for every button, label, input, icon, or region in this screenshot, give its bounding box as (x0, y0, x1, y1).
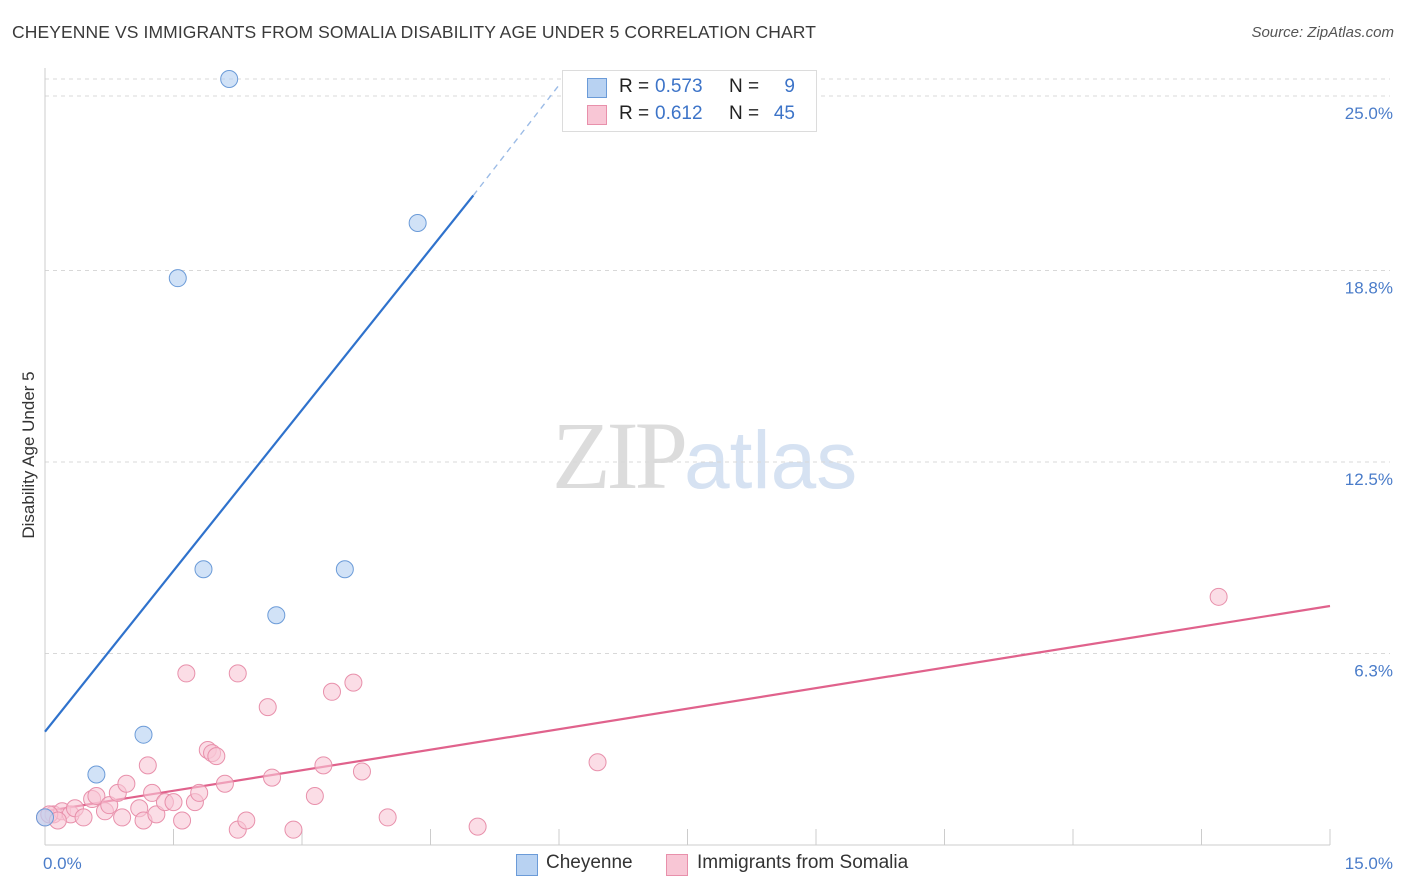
somalia-point (164, 793, 183, 812)
somalia-point (378, 808, 397, 827)
stats-legend: R = 0.573 N = 9 R = 0.612 N = 45 (562, 70, 817, 132)
cheyenne-point (87, 765, 106, 784)
somalia-point (344, 673, 363, 692)
cheyenne-point (335, 560, 354, 579)
y-tick-label: 6.3% (1354, 662, 1393, 681)
ticks-layer: 6.3% 12.5% 18.8% 25.0% 0.0% 15.0% (43, 104, 1393, 873)
cheyenne-trendline-extension (472, 84, 560, 196)
points-layer (36, 70, 1228, 839)
somalia-legend-label: Immigrants from Somalia (697, 852, 909, 873)
grid-layer (44, 68, 1390, 846)
somalia-point (237, 811, 256, 830)
cheyenne-legend-swatch (516, 854, 538, 876)
somalia-point (258, 698, 277, 717)
somalia-point (284, 820, 303, 839)
somalia-point (147, 805, 166, 824)
somalia-point (113, 808, 132, 827)
somalia-point (138, 756, 157, 775)
somalia-point (215, 774, 234, 793)
somalia-swatch (587, 105, 607, 125)
y-tick-label: 12.5% (1345, 470, 1393, 489)
somalia-point (228, 664, 247, 683)
somalia-point (314, 756, 333, 775)
somalia-point (468, 817, 487, 836)
somalia-point (177, 664, 196, 683)
somalia-point (305, 786, 324, 805)
somalia-legend-swatch (666, 854, 688, 876)
r-value: 0.612 (655, 103, 703, 124)
y-tick-label: 18.8% (1345, 279, 1393, 298)
cheyenne-swatch (587, 78, 607, 98)
cheyenne-point (194, 560, 213, 579)
cheyenne-point (168, 269, 187, 288)
r-value: 0.573 (655, 76, 703, 97)
n-value: 45 (773, 103, 795, 124)
watermark-zip: ZIP (552, 402, 688, 509)
somalia-trendline (44, 604, 1331, 813)
trend-layer (44, 84, 1331, 813)
somalia-point (190, 783, 209, 802)
somalia-point (143, 783, 162, 802)
legend-row-cheyenne: R = 0.573 N = 9 (563, 74, 816, 100)
x-tick-label: 0.0% (43, 854, 82, 873)
n-label: N = (729, 76, 760, 97)
cheyenne-point (36, 808, 54, 827)
somalia-point (352, 762, 371, 781)
somalia-point (207, 747, 226, 766)
legend-row-somalia: R = 0.612 N = 45 (563, 101, 816, 127)
cheyenne-point (134, 725, 153, 744)
watermark: ZIPatlas (552, 400, 857, 511)
n-label: N = (729, 103, 760, 124)
y-tick-label: 25.0% (1345, 104, 1393, 123)
cheyenne-trendline (44, 194, 475, 733)
cheyenne-point (267, 606, 286, 625)
x-tick-label: 15.0% (1345, 854, 1393, 873)
r-label: R = (619, 76, 650, 97)
source-credit: Source: ZipAtlas.com (1251, 24, 1394, 41)
somalia-point (74, 808, 93, 827)
somalia-point (87, 786, 106, 805)
cheyenne-point (220, 70, 239, 88)
somalia-point (100, 796, 119, 815)
r-label: R = (619, 103, 650, 124)
somalia-point (1209, 587, 1228, 606)
cheyenne-legend-label: Cheyenne (546, 852, 633, 873)
y-axis-label: Disability Age Under 5 (19, 371, 38, 538)
cheyenne-point (408, 214, 427, 233)
chart-title: CHEYENNE VS IMMIGRANTS FROM SOMALIA DISA… (12, 22, 816, 42)
somalia-point (117, 774, 136, 793)
watermark-atlas: atlas (684, 415, 858, 506)
n-value: 9 (784, 76, 795, 97)
somalia-point (173, 811, 192, 830)
somalia-point (588, 753, 607, 772)
somalia-point (263, 768, 282, 787)
somalia-point (322, 682, 341, 701)
